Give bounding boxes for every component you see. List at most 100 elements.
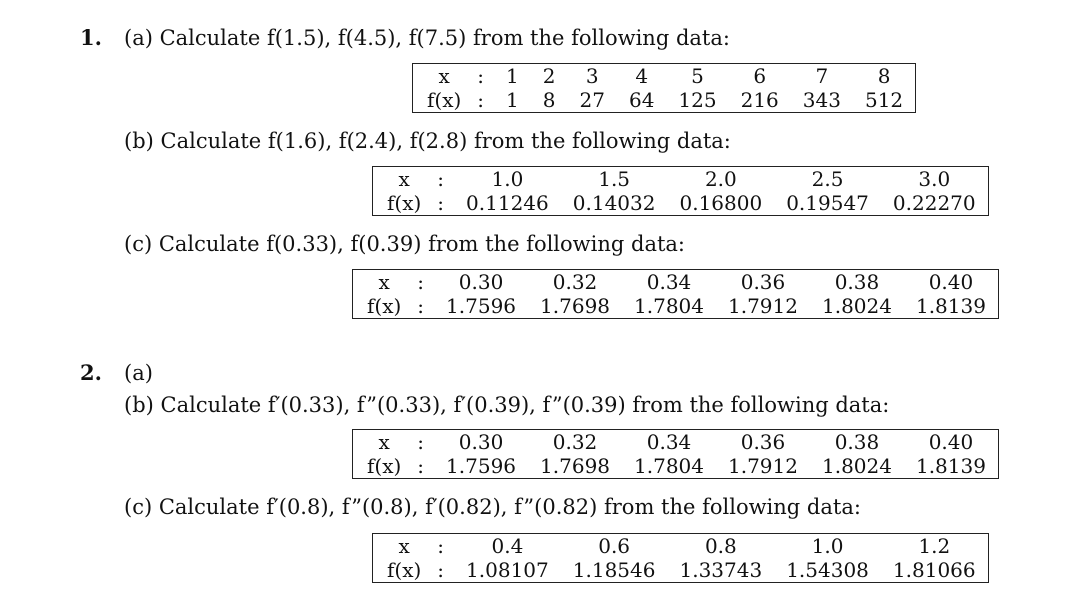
table-cell: 1.2 [918, 534, 951, 558]
problem-1a-prompt: (a) Calculate f(1.5), f(4.5), f(7.5) fro… [124, 25, 730, 51]
table-cell: 1.7596 [446, 294, 517, 318]
row-separator: : [477, 64, 485, 88]
table-cell: 1.0 [811, 534, 844, 558]
part-text: Calculate f(1.5), f(4.5), f(7.5) from th… [159, 26, 730, 50]
table-cell: 3.0 [918, 167, 951, 191]
table-cell: 1.7596 [446, 454, 517, 478]
part-label: (c) [124, 232, 153, 256]
row-label: x [378, 430, 390, 454]
table-cell: 1.0 [491, 167, 524, 191]
table-cell: 0.34 [646, 430, 692, 454]
fx-row: f(x):1.08107 1.18546 1.33743 1.54308 1.81066 [373, 558, 989, 583]
table-cell: 343 [802, 88, 841, 112]
table-cell: 0.14032 [572, 191, 656, 215]
table-cell: 5 [691, 64, 704, 88]
row-separator: : [437, 558, 445, 582]
problem-1c-prompt: (c) Calculate f(0.33), f(0.39) from the … [124, 231, 685, 257]
table-cell: 7 [815, 64, 829, 88]
row-separator: : [437, 167, 445, 191]
row-label: f(x) [367, 294, 402, 318]
table-cell: 0.32 [552, 270, 598, 294]
problem-2a-prompt: (a) [124, 360, 153, 386]
table-cell: 2 [542, 64, 556, 88]
problem-2c-prompt: (c) Calculate f′(0.8), f”(0.8), f′(0.82)… [124, 494, 861, 520]
row-label: x [438, 64, 450, 88]
table-cell: 0.32 [552, 430, 598, 454]
table-cell: 0.38 [834, 430, 880, 454]
part-label: (b) [124, 393, 154, 417]
table-cell: 125 [678, 88, 717, 112]
table-cell: 0.4 [491, 534, 524, 558]
table-cell: 1.5 [598, 167, 631, 191]
fx-row: f(x):0.11246 0.14032 0.16800 0.19547 0.22270 [373, 191, 989, 216]
table-cell: 1.7804 [634, 294, 704, 318]
x-row: x: 0.4 0.6 0.8 1.0 1.2 [373, 534, 989, 559]
fx-row: f(x):1 8 27 64 125 216 343 512 [413, 88, 916, 113]
table-cell: 1.7912 [728, 454, 798, 478]
table-cell: 0.36 [740, 270, 786, 294]
x-row: x: 0.30 0.32 0.34 0.36 0.38 0.40 [353, 430, 999, 455]
table-cell: 1.08107 [466, 558, 549, 582]
row-separator: : [417, 270, 425, 294]
row-label: f(x) [387, 558, 422, 582]
table-cell: 1.7698 [540, 294, 611, 318]
fx-row: f(x):1.7596 1.7698 1.7804 1.7912 1.8024 1.813… [353, 454, 999, 479]
table-cell: 4 [635, 64, 649, 88]
problem-1a-table: x:1 2 3 4 5 6 7 8 f(x):1 8 27 64 125 216 343 512 [412, 63, 917, 113]
table-cell: 0.40 [928, 270, 974, 294]
table-cell: 1.7804 [634, 454, 704, 478]
table-cell: 3 [585, 64, 599, 88]
row-separator: : [437, 534, 445, 558]
part-label: (b) [124, 129, 154, 153]
row-label: x [378, 270, 390, 294]
table-cell: 1.8139 [915, 454, 986, 478]
problem-2c-table: x: 0.4 0.6 0.8 1.0 1.2 f(x):1.08107 1.18546 1.33… [372, 533, 989, 583]
table-cell: 1 [506, 64, 519, 88]
problem-2b-prompt: (b) Calculate f′(0.33), f”(0.33), f′(0.3… [124, 392, 889, 418]
table-cell: 0.38 [834, 270, 880, 294]
row-label: f(x) [387, 191, 422, 215]
part-text: Calculate f(0.33), f(0.39) from the foll… [158, 232, 686, 256]
table-cell: 1.8024 [821, 294, 892, 318]
table-cell: 1.18546 [572, 558, 656, 582]
row-separator: : [477, 88, 485, 112]
table-cell: 0.22270 [892, 191, 976, 215]
table-cell: 2.5 [811, 167, 844, 191]
row-separator: : [417, 454, 425, 478]
table-cell: 0.34 [646, 270, 692, 294]
x-row: x: 1.0 1.5 2.0 2.5 3.0 [373, 167, 989, 192]
row-label: x [398, 167, 410, 191]
table-cell: 8 [542, 88, 556, 112]
row-label: f(x) [367, 454, 402, 478]
table-cell: 1.8139 [915, 294, 986, 318]
table-cell: 216 [740, 88, 779, 112]
part-text: Calculate f(1.6), f(2.4), f(2.8) from th… [160, 129, 731, 153]
table-cell: 512 [864, 88, 904, 112]
table-cell: 0.19547 [786, 191, 869, 215]
table-cell: 1.33743 [679, 558, 763, 582]
table-cell: 0.40 [928, 430, 974, 454]
table-cell: 0.6 [598, 534, 631, 558]
table-cell: 2.0 [704, 167, 737, 191]
problem-1c-table: x: 0.30 0.32 0.34 0.36 0.38 0.40 f(x):1.7596 1.7… [352, 269, 999, 319]
problem-2b-table: x: 0.30 0.32 0.34 0.36 0.38 0.40 f(x):1.7596 1.7… [352, 429, 999, 479]
table-cell: 0.30 [458, 430, 504, 454]
table-cell: 1.7912 [728, 294, 798, 318]
table-cell: 0.16800 [679, 191, 763, 215]
table-cell: 0.8 [704, 534, 737, 558]
table-cell: 1.7698 [540, 454, 611, 478]
table-cell: 0.36 [740, 430, 786, 454]
problem-2-number: 2. [80, 360, 102, 385]
table-cell: 64 [628, 88, 655, 112]
problem-1-number: 1. [80, 25, 102, 50]
row-label: x [398, 534, 410, 558]
table-cell: 27 [579, 88, 605, 112]
table-cell: 1.54308 [786, 558, 869, 582]
table-cell: 8 [877, 64, 891, 88]
part-text: Calculate f′(0.33), f”(0.33), f′(0.39), … [160, 393, 890, 417]
table-cell: 1 [506, 88, 519, 112]
problem-1b-prompt: (b) Calculate f(1.6), f(2.4), f(2.8) fro… [124, 128, 731, 154]
row-separator: : [437, 191, 445, 215]
part-label: (a) [124, 26, 153, 50]
